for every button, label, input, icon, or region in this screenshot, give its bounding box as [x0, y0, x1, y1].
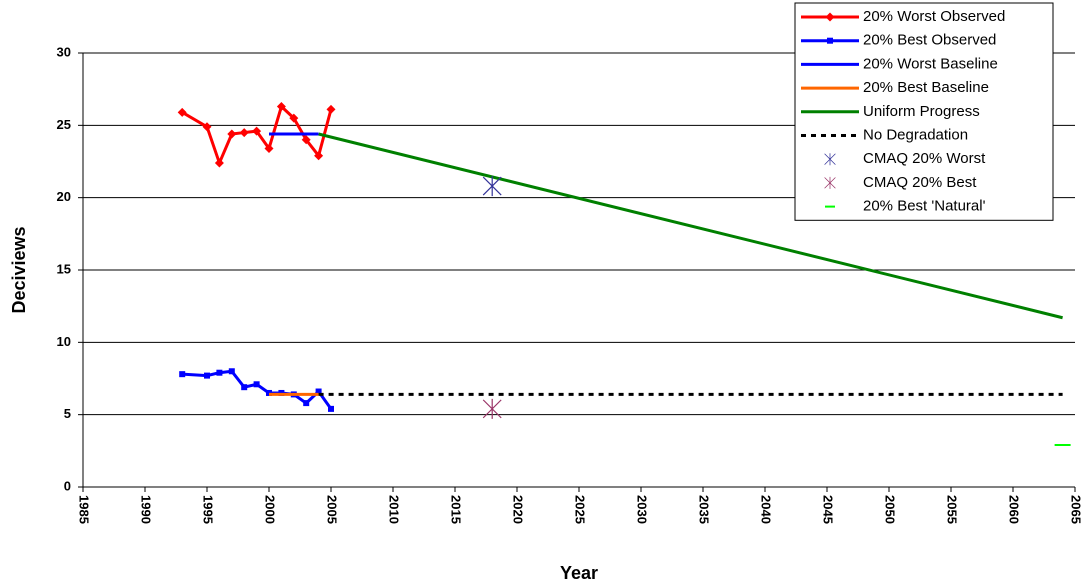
legend-label: CMAQ 20% Worst	[863, 150, 986, 167]
x-axis-title: Year	[560, 563, 598, 583]
x-tick-label: 2000	[263, 495, 278, 524]
marker	[328, 405, 334, 412]
legend-label: 20% Best Observed	[863, 32, 996, 49]
marker	[482, 398, 502, 419]
legend-label: 20% Worst Observed	[863, 8, 1005, 25]
y-axis-title: Deciviews	[9, 226, 29, 313]
x-tick-label: 2015	[449, 495, 464, 524]
marker	[228, 368, 235, 375]
y-tick-label: 25	[57, 117, 71, 132]
marker	[179, 371, 186, 378]
x-tick-label: 2025	[573, 495, 588, 524]
marker	[202, 122, 212, 132]
marker	[241, 384, 248, 391]
marker	[326, 104, 336, 114]
legend-label: 20% Best Baseline	[863, 79, 989, 96]
marker	[216, 369, 223, 376]
x-tick-label: 2060	[1007, 495, 1022, 524]
marker	[264, 143, 274, 153]
x-tick-label: 2010	[387, 495, 402, 524]
marker	[239, 128, 249, 138]
series-line	[181, 105, 333, 165]
legend-marker	[824, 153, 836, 166]
x-tick-label: 2005	[325, 495, 340, 524]
legend-label: No Degradation	[863, 126, 968, 143]
y-tick-label: 20	[57, 189, 71, 204]
marker	[289, 113, 299, 123]
y-tick-label: 0	[64, 478, 71, 493]
marker	[303, 400, 310, 407]
series-line	[318, 132, 1063, 320]
marker	[315, 388, 322, 395]
x-tick-label: 2035	[697, 495, 712, 524]
marker	[301, 135, 311, 145]
legend-label: 20% Best 'Natural'	[863, 198, 986, 215]
legend-label: Uniform Progress	[863, 103, 980, 120]
marker	[177, 107, 187, 117]
y-tick-label: 10	[57, 334, 71, 349]
marker	[253, 381, 260, 388]
x-tick-label: 2030	[635, 495, 650, 524]
legend-marker	[824, 176, 836, 189]
x-tick-label: 2050	[883, 495, 898, 524]
x-tick-label: 1995	[201, 495, 216, 524]
legend-label: CMAQ 20% Best	[863, 174, 977, 191]
legend-marker	[825, 12, 835, 22]
y-tick-label: 15	[57, 261, 71, 276]
x-tick-label: 2040	[759, 495, 774, 524]
legend-marker	[827, 37, 833, 44]
x-tick-label: 2045	[821, 495, 836, 524]
marker	[227, 129, 237, 139]
marker	[276, 102, 286, 112]
marker	[204, 372, 210, 379]
x-tick-label: 2055	[945, 495, 960, 524]
marker	[482, 176, 502, 197]
marker	[252, 126, 262, 136]
x-tick-label: 1985	[77, 495, 92, 524]
x-tick-label: 2020	[511, 495, 526, 524]
x-tick-label: 1990	[139, 495, 154, 524]
y-tick-label: 30	[57, 44, 71, 59]
x-tick-label: 2065	[1069, 495, 1083, 524]
y-tick-label: 5	[64, 406, 71, 421]
marker	[314, 151, 324, 161]
marker	[214, 158, 224, 168]
legend-label: 20% Worst Baseline	[863, 55, 998, 72]
